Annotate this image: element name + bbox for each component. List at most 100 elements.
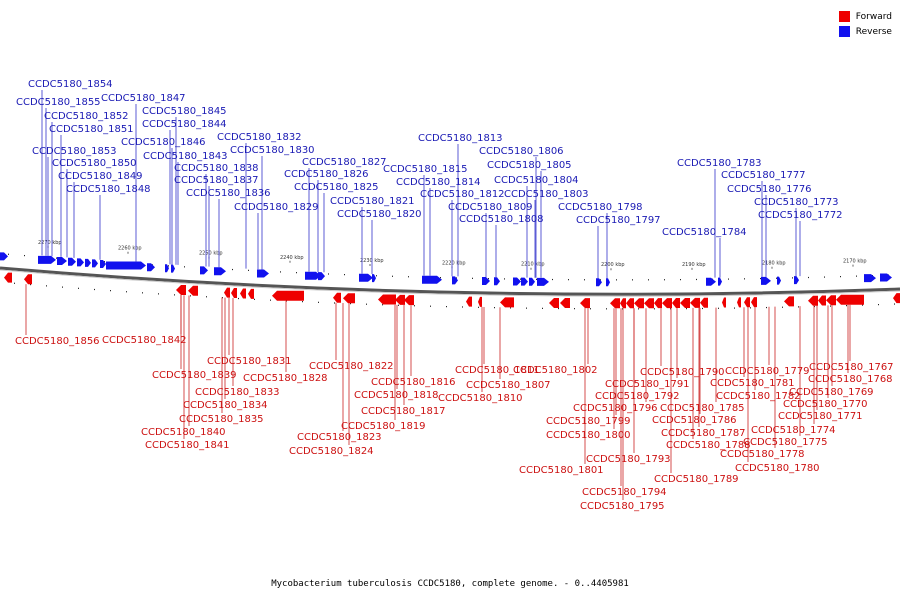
reverse-gene-label: CCDC5180_1850 — [52, 158, 137, 169]
reverse-gene-label: CCDC5180_1849 — [58, 171, 143, 182]
reverse-gene-label: CCDC5180_1777 — [721, 170, 806, 181]
forward-gene-label: CCDC5180_1771 — [778, 411, 863, 422]
reverse-gene-label: CCDC5180_1804 — [494, 175, 579, 186]
forward-gene-arrow — [626, 298, 634, 309]
forward-gene-label: CCDC5180_1818 — [354, 390, 439, 401]
minor-tick — [350, 303, 351, 305]
tick-label: 2210 kbp — [521, 262, 545, 268]
forward-gene-label: CCDC5180_1778 — [720, 449, 805, 460]
minor-tick — [686, 308, 687, 310]
minor-tick — [440, 277, 441, 279]
minor-tick — [56, 257, 57, 259]
reverse-gene-label: CCDC5180_1821 — [330, 196, 415, 207]
forward-gene-arrow — [478, 296, 482, 307]
reverse-gene-label: CCDC5180_1853 — [32, 146, 117, 157]
forward-gene-label: CCDC5180_1767 — [809, 362, 894, 373]
tick-label: 2170 kbp — [843, 259, 867, 265]
reverse-gene-arrow — [718, 277, 722, 286]
forward-gene-label: CCDC5180_1817 — [361, 406, 446, 417]
forward-gene-label: CCDC5180_1787 — [661, 428, 746, 439]
reverse-gene-arrow — [864, 274, 876, 283]
legend-reverse-swatch — [838, 26, 850, 37]
forward-gene-label: CCDC5180_1835 — [179, 414, 264, 425]
reverse-gene-label: CCDC5180_1845 — [142, 106, 227, 117]
reverse-gene-label: CCDC5180_1776 — [727, 184, 812, 195]
minor-tick — [254, 298, 255, 300]
forward-gene-arrow — [466, 296, 472, 307]
reverse-gene-label: CCDC5180_1773 — [754, 197, 839, 208]
reverse-gene-label: CCDC5180_1803 — [504, 189, 589, 200]
minor-tick — [446, 306, 447, 308]
reverse-gene-arrow — [494, 277, 500, 286]
forward-gene-label: CCDC5180_1770 — [783, 399, 868, 410]
minor-tick — [398, 304, 399, 306]
legend-reverse-label: Reverse — [855, 26, 892, 37]
tick-label: 2200 kbp — [601, 262, 625, 268]
forward-gene-label: CCDC5180_1828 — [243, 373, 328, 384]
minor-tick — [206, 296, 207, 298]
forward-gene-arrow — [240, 288, 246, 299]
legend-forward-label: Forward — [855, 11, 892, 22]
reverse-gene-label: CCDC5180_1813 — [418, 133, 503, 144]
reverse-gene-arrow — [537, 277, 549, 286]
minor-tick — [62, 286, 63, 288]
minor-tick — [856, 275, 857, 277]
minor-tick — [168, 265, 169, 267]
reverse-gene-label: CCDC5180_1830 — [230, 145, 315, 156]
forward-gene-label: CCDC5180_1769 — [789, 387, 874, 398]
forward-gene-label: CCDC5180_1780 — [735, 463, 820, 474]
minor-tick — [174, 294, 175, 296]
minor-tick — [302, 301, 303, 303]
genome-backbone-shadow — [0, 269, 900, 297]
forward-gene-arrow — [784, 296, 794, 307]
forward-gene-label: CCDC5180_1793 — [586, 454, 671, 465]
minor-tick — [328, 273, 329, 275]
minor-tick — [126, 291, 127, 293]
minor-tick — [648, 279, 649, 281]
reverse-gene-arrow — [422, 275, 442, 284]
forward-gene-label: CCDC5180_1791 — [605, 379, 690, 390]
reverse-gene-arrow — [171, 264, 175, 273]
forward-gene-arrow — [500, 297, 514, 308]
minor-tick — [536, 278, 537, 280]
forward-gene-label: CCDC5180_1824 — [289, 446, 374, 457]
reverse-gene-label: CCDC5180_1798 — [558, 202, 643, 213]
reverse-gene-label: CCDC5180_1809 — [448, 202, 533, 213]
forward-gene-label: CCDC5180_1786 — [652, 415, 737, 426]
minor-tick — [574, 308, 575, 310]
reverse-gene-arrow — [38, 255, 56, 264]
forward-gene-arrow — [24, 274, 32, 285]
tick-label: 2220 kbp — [442, 260, 466, 266]
minor-tick — [334, 302, 335, 304]
reverse-gene-arrow — [452, 276, 458, 285]
forward-gene-arrow — [662, 298, 672, 309]
reverse-gene-arrow — [777, 276, 781, 285]
minor-tick — [14, 282, 15, 284]
minor-tick — [568, 279, 569, 281]
forward-gene-label: CCDC5180_1775 — [743, 437, 828, 448]
minor-tick — [670, 308, 671, 310]
reverse-gene-arrow — [106, 261, 146, 270]
minor-tick — [718, 307, 719, 309]
reverse-gene-label: CCDC5180_1812 — [420, 189, 505, 200]
forward-gene-arrow — [826, 295, 836, 306]
reverse-gene-arrow — [214, 267, 226, 276]
forward-gene-arrow — [737, 297, 741, 308]
forward-gene-label: CCDC5180_1790 — [640, 367, 725, 378]
reverse-gene-label: CCDC5180_1838 — [174, 163, 259, 174]
minor-tick — [750, 307, 751, 309]
reverse-gene-label: CCDC5180_1797 — [576, 215, 661, 226]
forward-gene-arrow — [893, 293, 900, 304]
minor-tick — [654, 308, 655, 310]
minor-tick — [30, 283, 31, 286]
reverse-gene-arrow — [100, 259, 106, 268]
forward-gene-label: CCDC5180_1785 — [660, 403, 745, 414]
reverse-gene-label: CCDC5180_1851 — [49, 124, 134, 135]
minor-tick — [344, 274, 345, 276]
reverse-gene-label: CCDC5180_1772 — [758, 210, 843, 221]
forward-gene-label: CCDC5180_1839 — [152, 370, 237, 381]
reverse-gene-label: CCDC5180_1815 — [383, 164, 468, 175]
legend-forward: Forward — [838, 9, 892, 24]
reverse-gene-arrow — [706, 277, 716, 286]
forward-gene-label: CCDC5180_1811 — [455, 365, 540, 376]
